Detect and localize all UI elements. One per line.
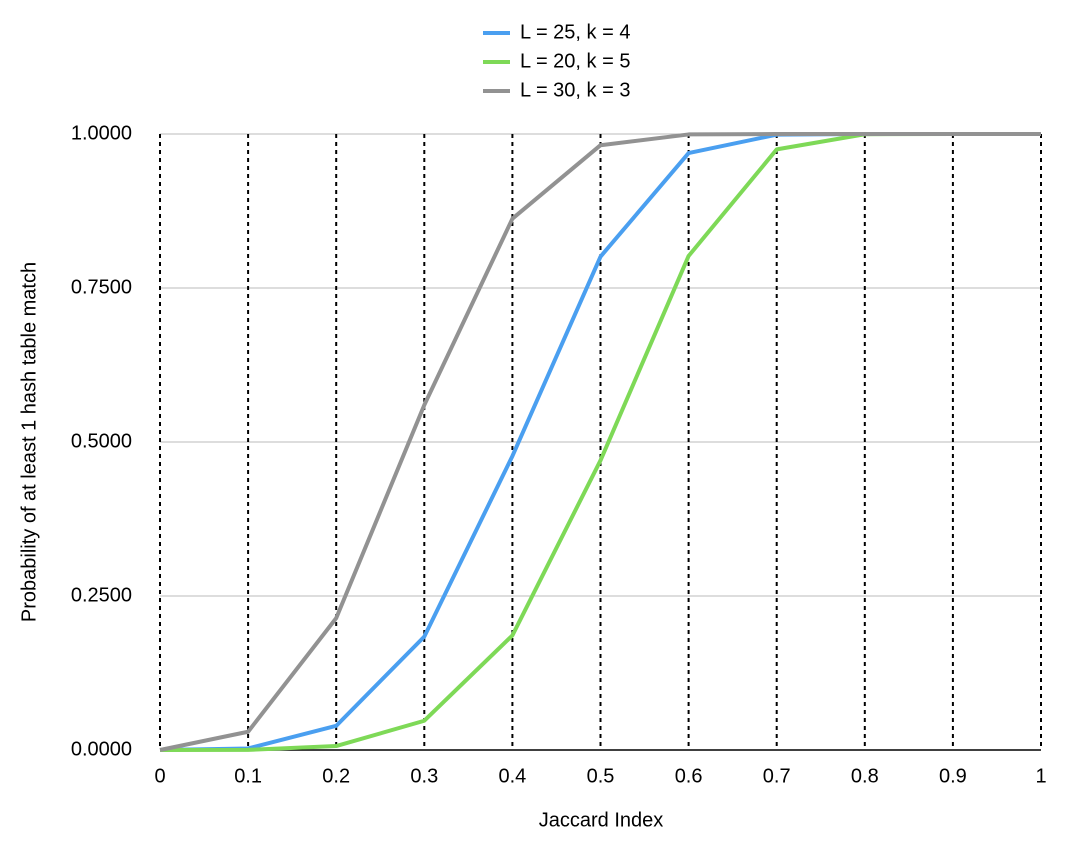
x-tick-label: 0.6 bbox=[675, 765, 703, 787]
y-tick-label: 0.5000 bbox=[71, 430, 132, 452]
x-tick-label: 0.3 bbox=[410, 765, 438, 787]
x-tick-label: 0.2 bbox=[322, 765, 350, 787]
legend-label: L = 30, k = 3 bbox=[520, 79, 630, 101]
y-tick-label: 0.7500 bbox=[71, 276, 132, 298]
series-line bbox=[159, 132, 1041, 752]
x-tick-label: 0.9 bbox=[939, 765, 967, 787]
legend-label: L = 25, k = 4 bbox=[520, 21, 630, 43]
x-tick-label: 0.5 bbox=[587, 765, 615, 787]
legend-label: L = 20, k = 5 bbox=[520, 50, 630, 72]
x-tick-label: 1 bbox=[1035, 765, 1046, 787]
x-tick-label: 0.4 bbox=[498, 765, 526, 787]
y-tick-label: 0.0000 bbox=[71, 738, 132, 760]
x-tick-label: 0.8 bbox=[851, 765, 879, 787]
x-tick-label: 0.7 bbox=[763, 765, 791, 787]
x-tick-label: 0 bbox=[154, 765, 165, 787]
y-tick-label: 1.0000 bbox=[71, 122, 132, 144]
y-axis-label: Probability of at least 1 hash table mat… bbox=[18, 262, 40, 622]
x-axis-label: Jaccard Index bbox=[539, 809, 664, 831]
x-tick-label: 0.1 bbox=[234, 765, 262, 787]
y-tick-label: 0.2500 bbox=[71, 584, 132, 606]
